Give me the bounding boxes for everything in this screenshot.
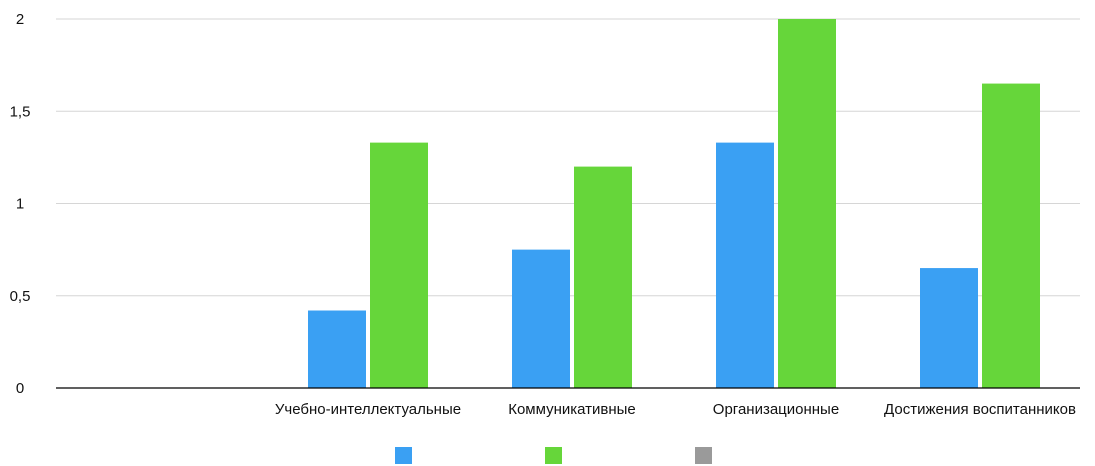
bar-series-1-4 <box>920 268 978 388</box>
y-tick-label: 0 <box>16 380 24 397</box>
bar-series-1-3 <box>716 142 774 388</box>
bar-series-2-4 <box>982 83 1040 388</box>
x-category-label: Коммуникативные <box>508 401 636 418</box>
bar-series-2-3 <box>778 19 836 388</box>
bar-series-2-1 <box>370 142 428 388</box>
y-tick-label: 1,5 <box>10 103 31 120</box>
legend-swatch-series-1 <box>395 447 412 464</box>
y-axis-tick-labels: 0 0,5 1 1,5 2 <box>10 11 31 397</box>
x-category-label: Организационные <box>713 401 839 418</box>
y-tick-label: 2 <box>16 11 24 28</box>
legend <box>395 447 712 464</box>
x-category-label: Учебно-интеллектуальные <box>275 401 461 418</box>
bar-series-1-2 <box>512 249 570 388</box>
x-axis-category-labels: Учебно-интеллектуальные Коммуникативные Ор… <box>275 401 1076 418</box>
x-category-label: Достижения воспитанников <box>884 401 1076 418</box>
legend-swatch-series-2 <box>545 447 562 464</box>
bars <box>308 19 1040 388</box>
legend-swatch-series-3 <box>695 447 712 464</box>
bar-series-2-2 <box>574 166 632 388</box>
y-tick-label: 0,5 <box>10 288 31 305</box>
bar-series-1-1 <box>308 310 366 388</box>
y-tick-label: 1 <box>16 196 24 213</box>
